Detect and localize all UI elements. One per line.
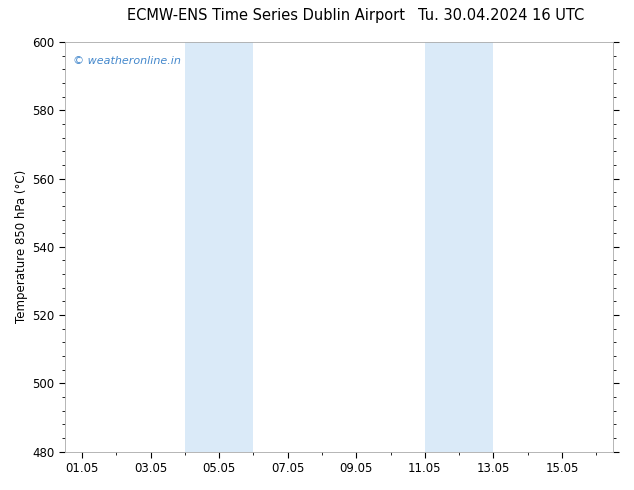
Text: Tu. 30.04.2024 16 UTC: Tu. 30.04.2024 16 UTC <box>418 8 584 24</box>
Text: © weatheronline.in: © weatheronline.in <box>73 56 181 66</box>
Bar <box>425 42 493 452</box>
Bar <box>185 42 254 452</box>
Text: ECMW-ENS Time Series Dublin Airport: ECMW-ENS Time Series Dublin Airport <box>127 8 405 24</box>
Y-axis label: Temperature 850 hPa (°C): Temperature 850 hPa (°C) <box>15 170 28 323</box>
